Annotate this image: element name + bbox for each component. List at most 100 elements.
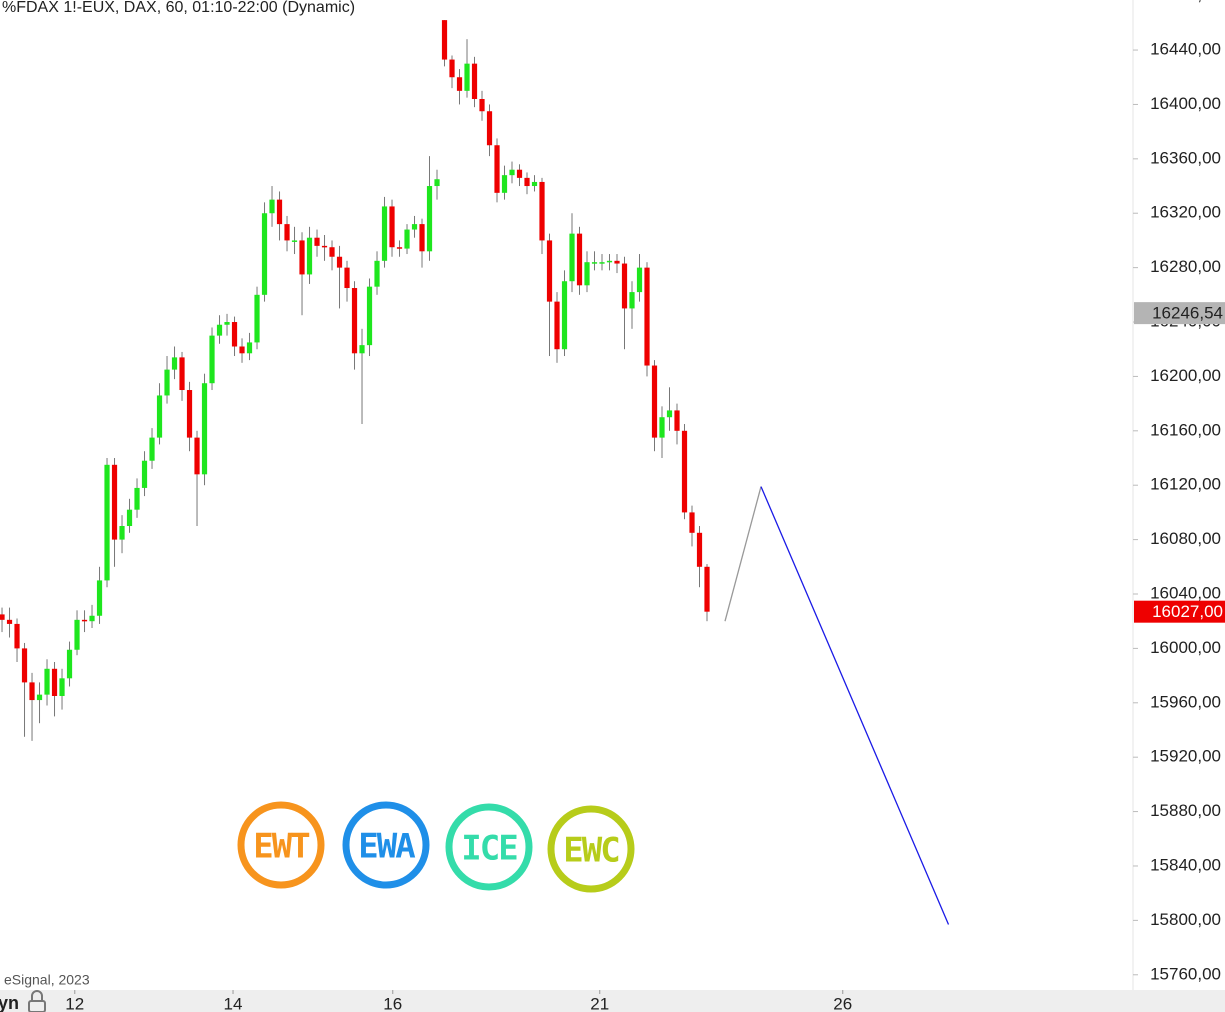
candle-body bbox=[299, 240, 305, 275]
candle-body bbox=[164, 369, 170, 396]
candle-body bbox=[456, 77, 463, 91]
x-tick-label: 26 bbox=[833, 994, 852, 1012]
candle-body bbox=[231, 322, 238, 347]
candle-body bbox=[59, 678, 65, 696]
candle-body bbox=[704, 566, 710, 612]
lock-icon bbox=[28, 990, 46, 1012]
candle-body bbox=[666, 410, 673, 418]
projection-line bbox=[760, 486, 950, 925]
candle-body bbox=[434, 179, 440, 187]
candle-body bbox=[576, 233, 583, 286]
candle-body bbox=[351, 288, 358, 354]
y-tick-label: 16080,00 bbox=[1150, 529, 1221, 548]
candle-body bbox=[441, 20, 448, 60]
candle-body bbox=[651, 365, 658, 438]
y-tick-label: 16320,00 bbox=[1150, 203, 1221, 222]
candle-body bbox=[426, 186, 433, 252]
x-axis-strip bbox=[0, 990, 1225, 1012]
candle-body bbox=[674, 410, 680, 431]
logo: EWC bbox=[547, 805, 635, 893]
y-tick-label: 15920,00 bbox=[1150, 747, 1221, 766]
y-tick-label: 15800,00 bbox=[1150, 910, 1221, 929]
candle-body bbox=[696, 532, 703, 567]
x-tick-label: 14 bbox=[224, 994, 243, 1012]
candle-body bbox=[344, 267, 350, 289]
candle-body bbox=[89, 615, 95, 622]
candle-body bbox=[464, 63, 470, 91]
x-tick-label: 12 bbox=[65, 994, 84, 1012]
y-tick-label: 16360,00 bbox=[1150, 148, 1221, 167]
candle-body bbox=[584, 262, 590, 286]
price-label: 16246,54 bbox=[1152, 304, 1223, 323]
candle-body bbox=[644, 267, 650, 366]
candle-body bbox=[156, 395, 163, 438]
logo-label: EWA bbox=[358, 827, 415, 867]
candle-body bbox=[689, 512, 695, 533]
projection-line bbox=[724, 486, 762, 622]
candle-body bbox=[659, 417, 665, 438]
candle-body bbox=[449, 59, 455, 78]
candle-body bbox=[396, 247, 403, 249]
candle-body bbox=[321, 245, 328, 248]
y-tick-label: 15880,00 bbox=[1150, 801, 1221, 820]
candle-body bbox=[224, 322, 230, 325]
candle-body bbox=[636, 267, 643, 293]
candle-body bbox=[44, 668, 50, 695]
y-tick-label: 16160,00 bbox=[1150, 420, 1221, 439]
candle-body bbox=[486, 111, 493, 146]
y-tick-label: 16200,00 bbox=[1150, 366, 1221, 385]
candle-body bbox=[149, 437, 155, 461]
candle-body bbox=[104, 464, 110, 581]
candle-body bbox=[51, 668, 58, 696]
y-tick-label: 16000,00 bbox=[1150, 638, 1221, 657]
candle-body bbox=[134, 487, 140, 510]
candle-body bbox=[389, 206, 395, 248]
candle-body bbox=[591, 262, 598, 264]
candle-body bbox=[14, 623, 20, 649]
logo-label: EWT bbox=[253, 827, 309, 867]
candle-body bbox=[261, 213, 268, 295]
candle-body bbox=[21, 648, 28, 683]
candle-body bbox=[239, 346, 245, 354]
candle-body bbox=[6, 619, 13, 624]
y-tick-label: 15960,00 bbox=[1150, 692, 1221, 711]
candle-body bbox=[111, 464, 118, 540]
candle-body bbox=[614, 260, 620, 264]
candle-body bbox=[599, 262, 605, 264]
candle-body bbox=[194, 437, 200, 475]
candle-body bbox=[119, 526, 125, 540]
candle-body bbox=[171, 357, 178, 370]
candles bbox=[0, 20, 710, 741]
candle-body bbox=[96, 580, 103, 616]
y-tick-label: 15840,00 bbox=[1150, 855, 1221, 874]
candle-body bbox=[186, 390, 193, 438]
candle-body bbox=[141, 460, 148, 488]
price-label-box bbox=[1134, 302, 1225, 325]
candle-body bbox=[284, 224, 290, 241]
candle-body bbox=[336, 256, 343, 268]
candle-body bbox=[29, 682, 35, 701]
candle-body bbox=[524, 177, 530, 187]
logo-label: ICE bbox=[461, 829, 517, 869]
candle-body bbox=[366, 286, 373, 346]
candle-body bbox=[201, 383, 208, 475]
y-tick-label: 16400,00 bbox=[1150, 94, 1221, 113]
logo: EWT bbox=[237, 801, 325, 889]
candle-body bbox=[629, 292, 635, 309]
x-axis-stub: yn bbox=[0, 993, 19, 1012]
y-tick-label: 15760,00 bbox=[1150, 964, 1221, 983]
candle-body bbox=[269, 199, 275, 214]
candle-body bbox=[419, 224, 425, 252]
candle-body bbox=[246, 342, 253, 354]
y-tick-label: 16480,00 bbox=[1150, 0, 1221, 4]
candle-body bbox=[0, 614, 5, 620]
candle-body bbox=[66, 649, 73, 679]
x-tick-label: 21 bbox=[590, 994, 609, 1012]
y-tick-label: 16440,00 bbox=[1150, 40, 1221, 59]
candle-body bbox=[531, 181, 538, 187]
candle-body bbox=[216, 324, 223, 336]
candle-body bbox=[561, 281, 568, 350]
candle-body bbox=[606, 260, 613, 263]
candle-body bbox=[569, 233, 575, 282]
